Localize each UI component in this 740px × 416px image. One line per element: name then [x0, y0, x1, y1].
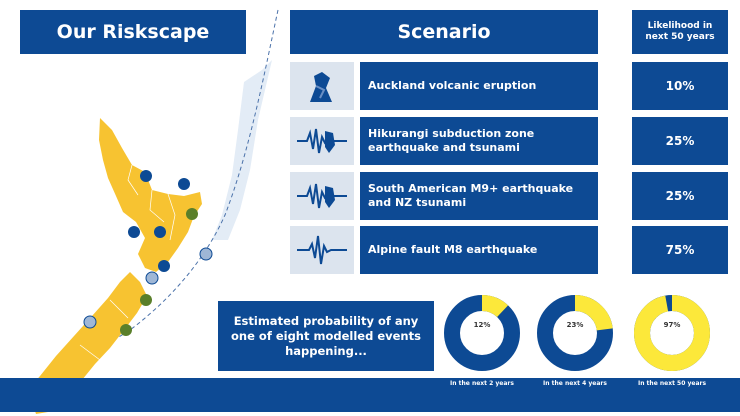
scenario-label: Auckland volcanic eruption — [360, 62, 598, 110]
volcano-marker — [128, 226, 140, 238]
period-label: In the next 2 years — [450, 380, 514, 387]
bottom-bar — [0, 378, 740, 412]
donut-slice — [634, 295, 710, 371]
donut-value-label: 12% — [473, 321, 491, 329]
tsunami-marker — [199, 247, 213, 261]
likelihood-value: 75% — [632, 226, 728, 274]
period-label: In the next 50 years — [637, 380, 707, 387]
hazard-markers — [83, 170, 213, 336]
volcano-marker — [154, 226, 166, 238]
likelihood-value: 25% — [632, 117, 728, 165]
earthquake-marker — [83, 315, 97, 329]
donut-value-label: 97% — [663, 321, 681, 329]
donut-slice — [537, 295, 613, 371]
scenario-label: Hikurangi subduction zone earthquake and… — [360, 117, 598, 165]
volcano-marker — [178, 178, 190, 190]
likelihood-header: Likelihood in next 50 years — [632, 10, 728, 54]
donut-chart-4-years — [537, 295, 613, 371]
earthquake-marker — [158, 260, 170, 272]
seismic-wave-icon — [290, 172, 354, 220]
donut-slice — [444, 295, 520, 371]
period-label: In the next 4 years — [543, 380, 607, 387]
scenario-header: Scenario — [290, 10, 598, 54]
page-title: Our Riskscape — [20, 10, 246, 54]
probability-caption: Estimated probability of any one of eigh… — [218, 301, 434, 371]
donut-value-label: 23% — [566, 321, 584, 329]
seismic-wave-icon — [290, 117, 354, 165]
likelihood-value: 10% — [632, 62, 728, 110]
scenario-label: South American M9+ earthquake and NZ tsu… — [360, 172, 598, 220]
earthquake-marker — [145, 271, 159, 285]
volcano-icon — [290, 62, 354, 110]
plate-boundary-band — [212, 60, 272, 240]
earthquake-marker — [120, 324, 132, 336]
donut-chart-50-years — [634, 295, 710, 371]
volcano-marker — [186, 208, 198, 220]
north-island — [99, 118, 202, 272]
earthquake-marker — [140, 294, 152, 306]
likelihood-value: 25% — [632, 172, 728, 220]
volcano-marker — [140, 170, 152, 182]
scenario-label: Alpine fault M8 earthquake — [360, 226, 598, 274]
donut-chart-2-years — [444, 295, 520, 371]
seismic-wave-icon — [290, 226, 354, 274]
